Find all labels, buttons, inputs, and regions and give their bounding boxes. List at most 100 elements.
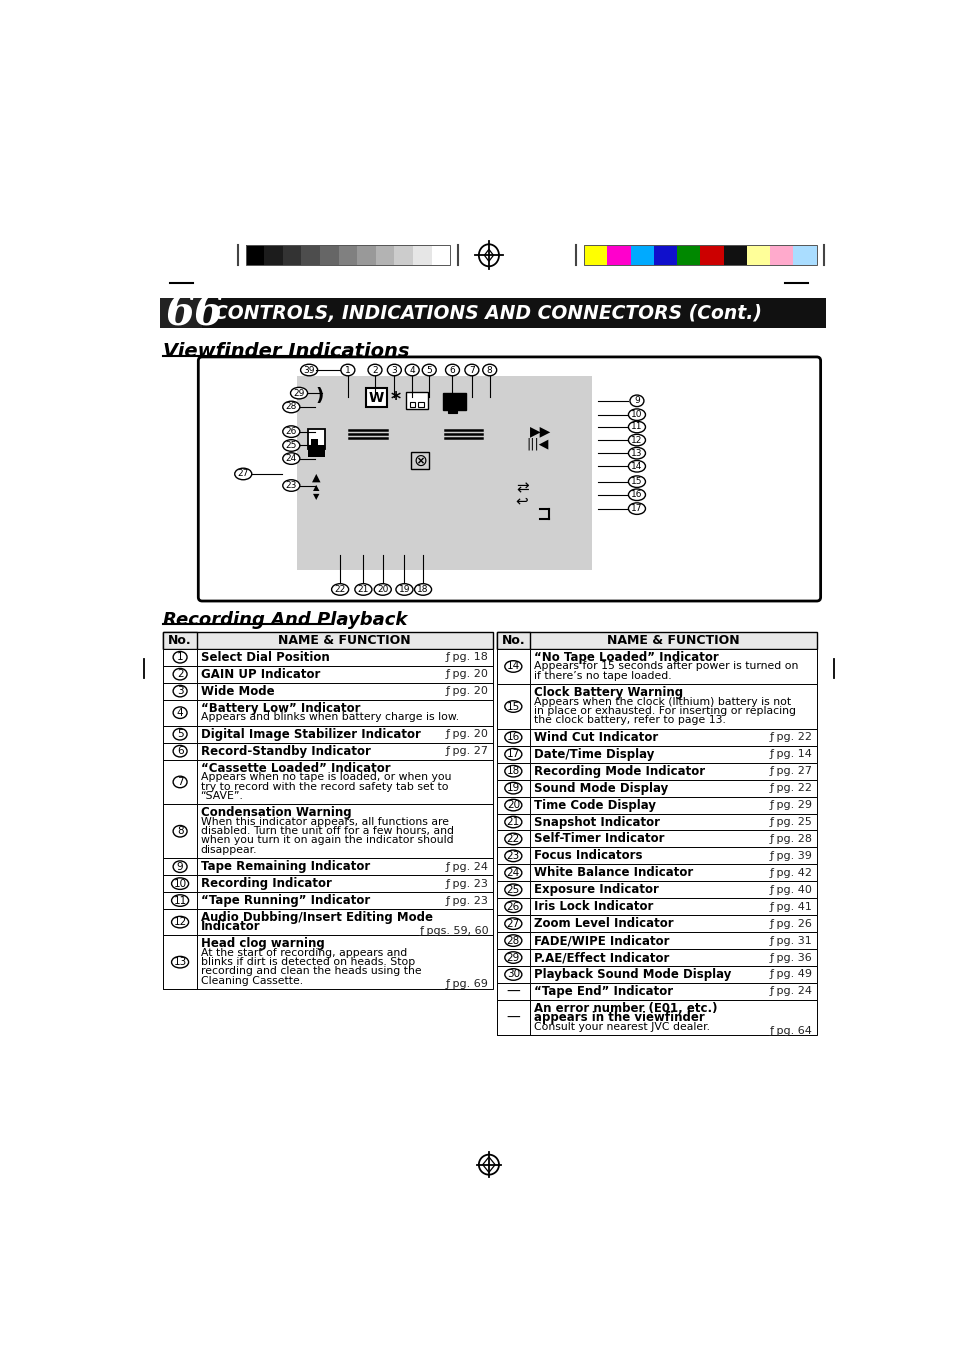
- Text: When this indicator appears, all functions are: When this indicator appears, all functio…: [200, 817, 448, 827]
- Text: 27: 27: [237, 469, 249, 478]
- Bar: [497, 966, 530, 984]
- Bar: [394, 245, 413, 265]
- Text: 1: 1: [176, 653, 183, 662]
- Text: 28: 28: [285, 403, 296, 412]
- Bar: [365, 389, 387, 407]
- Bar: [163, 858, 493, 875]
- Text: 17: 17: [506, 750, 519, 759]
- Bar: [308, 428, 325, 449]
- Text: Self-Timer Indicator: Self-Timer Indicator: [534, 832, 663, 846]
- Bar: [410, 451, 429, 469]
- Text: 9: 9: [634, 396, 639, 405]
- Text: Audio Dubbing/Insert Editing Mode: Audio Dubbing/Insert Editing Mode: [200, 911, 432, 924]
- Text: ƒ pg. 20: ƒ pg. 20: [446, 730, 488, 739]
- Text: ▲: ▲: [312, 473, 320, 482]
- Text: disabled. Turn the unit off for a few hours, and: disabled. Turn the unit off for a few ho…: [200, 827, 453, 836]
- Bar: [497, 684, 530, 728]
- Bar: [497, 728, 530, 746]
- Text: if there’s no tape loaded.: if there’s no tape loaded.: [534, 670, 671, 681]
- Ellipse shape: [172, 669, 187, 680]
- Text: 2: 2: [176, 669, 183, 680]
- Text: ƒ pg. 27: ƒ pg. 27: [445, 746, 488, 757]
- Bar: [163, 892, 493, 909]
- Bar: [746, 245, 769, 265]
- Text: ƒ pg. 20: ƒ pg. 20: [446, 669, 488, 680]
- Text: ƒ pg. 26: ƒ pg. 26: [769, 919, 812, 928]
- Bar: [497, 898, 530, 915]
- Bar: [308, 446, 325, 457]
- Text: 28: 28: [506, 936, 519, 946]
- Text: |||◀: |||◀: [525, 438, 548, 450]
- Ellipse shape: [405, 365, 418, 376]
- Bar: [497, 966, 816, 984]
- Text: 66: 66: [166, 292, 224, 334]
- Text: 11: 11: [631, 423, 642, 431]
- Bar: [497, 813, 530, 831]
- Text: 11: 11: [173, 896, 187, 905]
- Text: Indicator: Indicator: [200, 920, 260, 934]
- Text: 21: 21: [357, 585, 369, 594]
- Text: Head clog warning: Head clog warning: [200, 938, 324, 950]
- Text: Appears and blinks when battery charge is low.: Appears and blinks when battery charge i…: [200, 712, 458, 723]
- Text: 25: 25: [506, 885, 519, 894]
- Bar: [497, 881, 530, 898]
- Text: 20: 20: [376, 585, 388, 594]
- Bar: [163, 743, 493, 759]
- Bar: [497, 797, 816, 813]
- Bar: [497, 632, 816, 648]
- Bar: [163, 632, 196, 648]
- Bar: [654, 245, 677, 265]
- Bar: [497, 763, 530, 780]
- Text: —: —: [506, 985, 519, 998]
- FancyBboxPatch shape: [198, 357, 820, 601]
- Text: ƒ pg. 49: ƒ pg. 49: [769, 970, 812, 979]
- Text: 3: 3: [176, 686, 183, 696]
- Text: Condensation Warning: Condensation Warning: [200, 807, 351, 819]
- Text: *: *: [391, 390, 400, 409]
- Ellipse shape: [482, 365, 497, 376]
- Text: Snapshot Indicator: Snapshot Indicator: [534, 816, 659, 828]
- Ellipse shape: [504, 748, 521, 761]
- Bar: [163, 743, 196, 759]
- Text: 12: 12: [173, 917, 187, 927]
- Bar: [163, 804, 196, 858]
- Ellipse shape: [172, 728, 187, 740]
- Bar: [497, 648, 530, 684]
- Text: 39: 39: [303, 366, 314, 374]
- Text: 7: 7: [469, 366, 475, 374]
- Text: ƒ pg. 42: ƒ pg. 42: [769, 867, 812, 878]
- Bar: [413, 245, 431, 265]
- Bar: [159, 297, 202, 328]
- Text: Wind Cut Indicator: Wind Cut Indicator: [534, 731, 658, 744]
- Bar: [163, 682, 493, 700]
- Bar: [163, 909, 493, 935]
- Text: ↩: ↩: [515, 493, 527, 508]
- Bar: [497, 865, 530, 881]
- Ellipse shape: [504, 951, 521, 963]
- Ellipse shape: [422, 365, 436, 376]
- Text: blinks if dirt is detected on heads. Stop: blinks if dirt is detected on heads. Sto…: [200, 957, 415, 967]
- Text: 5: 5: [426, 366, 432, 374]
- Bar: [431, 245, 450, 265]
- Text: 13: 13: [631, 449, 642, 458]
- Bar: [163, 648, 493, 666]
- Bar: [245, 245, 264, 265]
- Text: ƒ pg. 36: ƒ pg. 36: [769, 952, 812, 962]
- Ellipse shape: [504, 731, 521, 743]
- Bar: [338, 245, 356, 265]
- Bar: [497, 763, 816, 780]
- Bar: [497, 684, 816, 728]
- Bar: [163, 875, 493, 892]
- Text: 19: 19: [398, 585, 410, 594]
- Text: 24: 24: [506, 867, 519, 878]
- Bar: [497, 797, 530, 813]
- Bar: [163, 875, 196, 892]
- Text: ƒ pg. 22: ƒ pg. 22: [769, 784, 812, 793]
- Text: ƒ pg. 31: ƒ pg. 31: [769, 936, 812, 946]
- Text: 23: 23: [285, 481, 296, 490]
- Text: appears in the viewfinder: appears in the viewfinder: [534, 1011, 704, 1024]
- Bar: [297, 376, 592, 570]
- Text: “Tape End” Indicator: “Tape End” Indicator: [534, 985, 672, 998]
- Ellipse shape: [504, 867, 521, 878]
- Bar: [497, 898, 816, 915]
